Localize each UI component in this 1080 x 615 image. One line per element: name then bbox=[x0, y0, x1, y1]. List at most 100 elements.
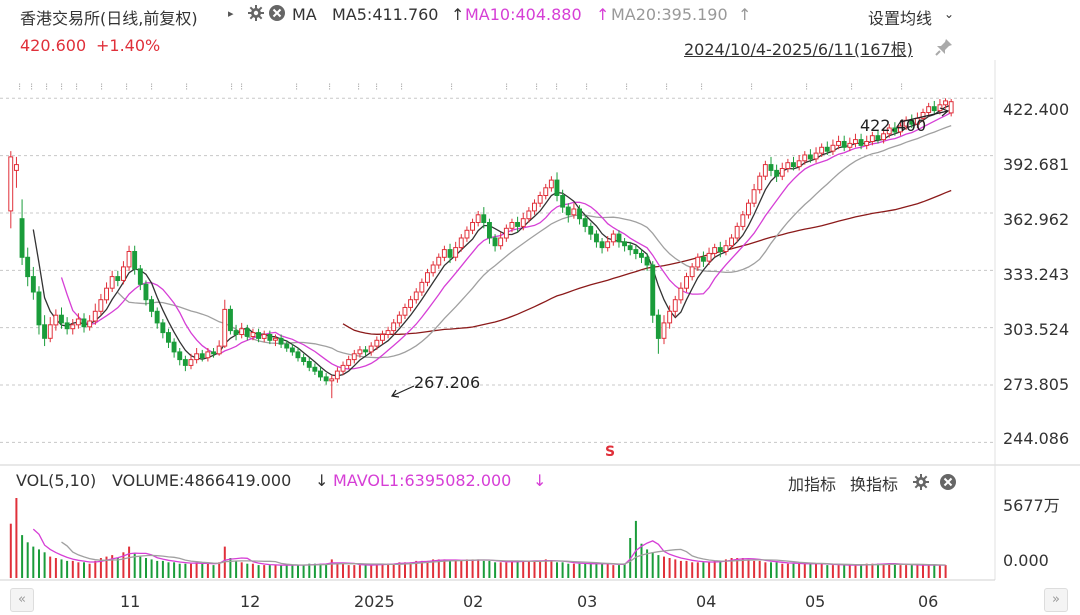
candle bbox=[278, 337, 284, 345]
volume-bar bbox=[589, 563, 592, 578]
double-chevron-left-icon[interactable]: « bbox=[10, 588, 34, 612]
volume-bar bbox=[291, 565, 294, 578]
candle bbox=[357, 349, 363, 355]
candle bbox=[802, 154, 808, 162]
volume-bar bbox=[516, 560, 519, 578]
volume-bar bbox=[88, 563, 91, 578]
sell-signal-marker[interactable]: S bbox=[605, 444, 616, 460]
candle bbox=[323, 376, 329, 382]
ma-settings-button[interactable]: 设置均线 bbox=[868, 9, 933, 28]
candle bbox=[943, 100, 948, 106]
volume-bar bbox=[443, 559, 446, 578]
volume-bar bbox=[122, 552, 125, 578]
candle bbox=[926, 106, 932, 113]
close-icon[interactable] bbox=[268, 4, 286, 26]
volume-bar bbox=[392, 563, 395, 578]
candle bbox=[554, 179, 560, 197]
candle bbox=[779, 168, 785, 177]
close-icon[interactable] bbox=[939, 473, 957, 495]
volume-bar bbox=[933, 565, 936, 578]
volume-bar bbox=[212, 565, 215, 578]
event-marker: ⁝ bbox=[75, 82, 78, 93]
volume-bar bbox=[71, 560, 74, 578]
candle bbox=[447, 249, 453, 258]
volume-bar bbox=[26, 542, 29, 578]
candle bbox=[622, 241, 627, 247]
candle bbox=[610, 233, 616, 243]
volume-bar bbox=[544, 559, 547, 578]
candle bbox=[853, 139, 858, 145]
gear-icon[interactable] bbox=[912, 473, 930, 495]
candle bbox=[222, 308, 228, 347]
candle bbox=[740, 214, 746, 227]
volume-bar bbox=[381, 563, 384, 578]
candle bbox=[53, 314, 59, 326]
candle bbox=[695, 256, 701, 268]
triangle-right-icon[interactable]: ▸ bbox=[228, 7, 234, 20]
candle bbox=[380, 334, 385, 341]
gear-icon[interactable] bbox=[247, 4, 265, 26]
volume-bar bbox=[696, 562, 699, 578]
volume-bar bbox=[375, 563, 378, 578]
event-marker: ⁝ bbox=[45, 82, 48, 93]
volume-bar bbox=[246, 563, 249, 578]
candle bbox=[644, 256, 650, 266]
candle bbox=[470, 222, 476, 231]
candle bbox=[841, 141, 847, 148]
candle bbox=[211, 351, 217, 355]
candle bbox=[47, 324, 53, 339]
candle bbox=[791, 162, 796, 168]
volume-bar bbox=[499, 562, 502, 578]
switch-indicator-button[interactable]: 换指标 bbox=[850, 475, 899, 494]
volume-bar bbox=[94, 560, 97, 578]
ma-label: MA bbox=[292, 5, 317, 24]
candle bbox=[869, 135, 875, 142]
double-chevron-right-icon[interactable]: » bbox=[1044, 588, 1068, 612]
volume-bar bbox=[888, 563, 891, 578]
x-tick-label: 12 bbox=[240, 592, 261, 611]
vol-title[interactable]: VOL(5,10) bbox=[16, 471, 97, 490]
x-tick-label: 04 bbox=[696, 592, 717, 611]
chevron-down-icon[interactable]: ⌄ bbox=[944, 7, 955, 21]
candle bbox=[351, 353, 357, 361]
volume-bar bbox=[77, 562, 80, 578]
volume-bar bbox=[944, 565, 947, 578]
volume-bar bbox=[201, 563, 204, 578]
candle bbox=[256, 332, 262, 339]
volume-bar bbox=[54, 558, 57, 578]
candle bbox=[543, 187, 549, 197]
y-tick-label: 392.681 bbox=[1003, 155, 1070, 174]
volume-bar bbox=[764, 562, 767, 578]
event-marker: ⁝ bbox=[18, 82, 21, 93]
volume-bar bbox=[268, 565, 271, 578]
volume-bar bbox=[370, 565, 373, 578]
arrow-up-icon: ↑ bbox=[738, 5, 752, 24]
date-range[interactable]: 2024/10/4-2025/6/11(167根) bbox=[684, 40, 913, 59]
add-indicator-button[interactable]: 加指标 bbox=[788, 475, 837, 494]
volume-bar bbox=[747, 559, 750, 578]
candle bbox=[177, 351, 183, 361]
volume-bar bbox=[826, 565, 829, 578]
chart-header: 香港交易所(日线,前复权) ▸ MA MA5:411.760 ↑ MA10:40… bbox=[0, 0, 1080, 30]
pin-icon[interactable] bbox=[934, 37, 954, 61]
volume-bar bbox=[741, 558, 744, 578]
candle bbox=[239, 328, 245, 336]
x-tick-label: 06 bbox=[918, 592, 939, 611]
volume-bar bbox=[336, 563, 339, 578]
candle bbox=[830, 144, 836, 152]
volume-bar bbox=[15, 498, 18, 578]
candle bbox=[762, 164, 768, 177]
volume-bar bbox=[578, 563, 581, 578]
candle bbox=[774, 169, 780, 177]
volume-bar bbox=[477, 559, 480, 578]
volume-bar bbox=[572, 563, 575, 578]
candle bbox=[329, 378, 335, 382]
candle bbox=[785, 162, 791, 169]
candle bbox=[306, 361, 312, 368]
candle bbox=[734, 225, 740, 239]
stock-title[interactable]: 香港交易所(日线,前复权) bbox=[20, 9, 198, 28]
candle bbox=[385, 330, 391, 336]
candle bbox=[453, 247, 459, 258]
event-marker: ⁝ bbox=[185, 82, 188, 93]
